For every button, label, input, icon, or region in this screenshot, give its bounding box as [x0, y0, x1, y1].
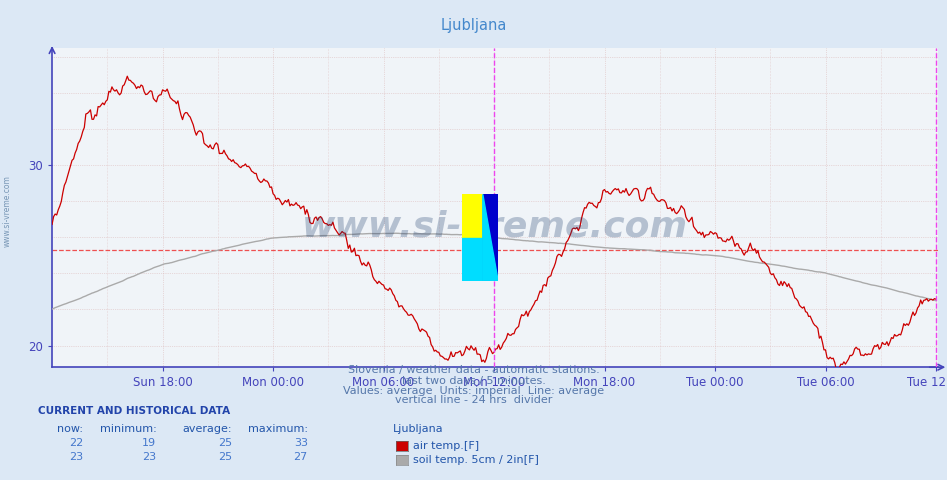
Text: Slovenia / weather data - automatic stations.: Slovenia / weather data - automatic stat…	[348, 365, 599, 375]
Text: 23: 23	[142, 452, 156, 462]
Text: air temp.[F]: air temp.[F]	[413, 442, 479, 451]
Text: 23: 23	[69, 452, 83, 462]
Text: now:: now:	[58, 424, 83, 434]
Bar	[483, 194, 498, 281]
Text: 22: 22	[69, 438, 83, 448]
Text: 33: 33	[294, 438, 308, 448]
Text: minimum:: minimum:	[99, 424, 156, 434]
Text: average:: average:	[183, 424, 232, 434]
Text: vertical line - 24 hrs  divider: vertical line - 24 hrs divider	[395, 395, 552, 405]
Text: Ljubljana: Ljubljana	[393, 424, 443, 434]
Text: www.si-vreme.com: www.si-vreme.com	[3, 175, 12, 247]
Text: 19: 19	[142, 438, 156, 448]
Bar	[462, 194, 483, 238]
Text: Values: average  Units: imperial  Line: average: Values: average Units: imperial Line: av…	[343, 385, 604, 396]
Bar	[462, 238, 483, 281]
Text: Ljubljana: Ljubljana	[440, 18, 507, 33]
Polygon shape	[483, 194, 498, 281]
Text: 25: 25	[218, 452, 232, 462]
Text: 27: 27	[294, 452, 308, 462]
Text: last two days / 5 minutes.: last two days / 5 minutes.	[402, 376, 545, 386]
Text: CURRENT AND HISTORICAL DATA: CURRENT AND HISTORICAL DATA	[38, 406, 230, 416]
Text: www.si-vreme.com: www.si-vreme.com	[302, 210, 688, 244]
Text: 25: 25	[218, 438, 232, 448]
Text: maximum:: maximum:	[248, 424, 308, 434]
Text: soil temp. 5cm / 2in[F]: soil temp. 5cm / 2in[F]	[413, 455, 539, 465]
